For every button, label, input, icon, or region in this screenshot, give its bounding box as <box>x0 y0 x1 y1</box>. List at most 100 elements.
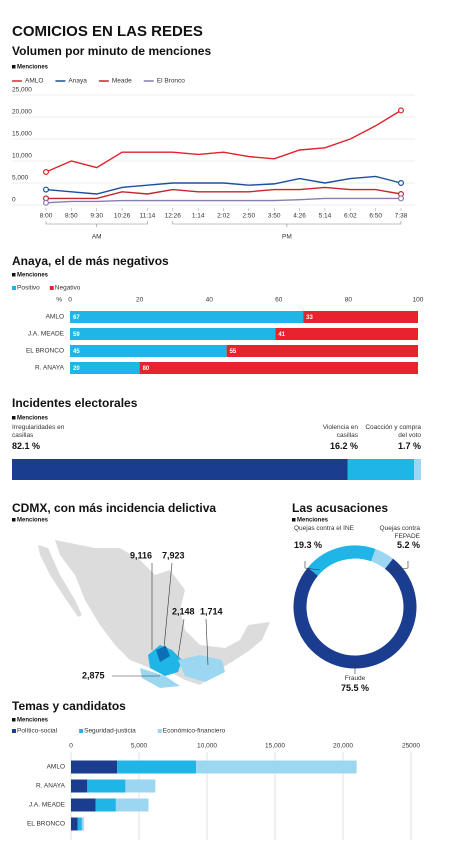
category-label: J.A. MEADE <box>28 331 65 338</box>
donut-segment <box>307 545 376 577</box>
category-label: EL BRONCO <box>27 821 65 828</box>
x-group-label: PM <box>282 234 292 241</box>
x-tick-label: 4:26 <box>293 213 306 220</box>
series-line <box>45 197 401 204</box>
x-tick-label: 15,000 <box>265 743 285 750</box>
series-line <box>45 175 402 195</box>
category-label: R. ANAYA <box>35 365 65 372</box>
segment-label-box: Coacción y compra del voto <box>365 424 421 439</box>
slice-label: Quejas contra FEPADE <box>379 525 420 540</box>
bar-segment <box>77 817 82 831</box>
legend-label: Económico-financiero <box>163 728 226 735</box>
map-shape <box>38 540 270 688</box>
units-label: Menciones <box>17 518 49 524</box>
segment-label: Irregularidades en casillas <box>12 424 65 439</box>
x-tick-label: 2:50 <box>243 213 256 220</box>
endpoint-marker <box>398 180 405 187</box>
category-label: R. ANAYA <box>36 783 66 790</box>
legend-label: AMLO <box>25 78 43 85</box>
bar-segment <box>414 459 421 480</box>
data-label: 67 <box>73 315 80 321</box>
data-label: 41 <box>278 332 285 338</box>
y-tick-label: 5,000 <box>12 175 29 182</box>
bar-segment <box>71 779 88 793</box>
bar-segment <box>81 817 84 831</box>
units-bullet <box>12 273 16 277</box>
x-tick-label: 10,000 <box>197 743 217 750</box>
category-label: AMLO <box>47 764 65 771</box>
x-tick-label: 2:02 <box>217 213 230 220</box>
bar-segment <box>139 362 418 374</box>
bar-segment <box>70 311 304 323</box>
map-value-label: 2,875 <box>82 670 105 680</box>
group-bracket <box>172 221 402 227</box>
bar-segment <box>70 345 227 357</box>
legend-swatch <box>49 286 54 290</box>
bar-segment <box>115 798 149 812</box>
units-bullet <box>12 416 16 420</box>
bar-segment <box>12 459 348 480</box>
y-tick-label: 25,000 <box>12 87 32 94</box>
map-value-label: 7,923 <box>162 550 185 560</box>
x-tick-label: 20 <box>136 297 144 304</box>
chart-title: Volumen por minuto de menciones <box>12 44 211 58</box>
y-tick-label: 15,000 <box>12 131 32 138</box>
bar-segment <box>70 328 276 340</box>
slice-label: Fraude <box>344 675 366 682</box>
x-tick-label: 20,000 <box>333 743 353 750</box>
x-tick-label: 6:02 <box>344 213 357 220</box>
legend-label: Anaya <box>68 78 87 85</box>
x-axis-label: % <box>56 297 62 304</box>
map-value-label: 2,148 <box>172 606 195 616</box>
chart-title: Incidentes electorales <box>12 396 138 410</box>
legend-label: Negativo <box>55 285 81 292</box>
legend-swatch <box>79 729 84 733</box>
x-tick-label: 5:14 <box>319 213 332 220</box>
slice-value: 5.2 % <box>396 540 420 550</box>
x-tick-label: 60 <box>275 297 283 304</box>
map-value-label: 1,714 <box>200 606 223 616</box>
group-bracket <box>45 221 148 227</box>
endpoint-marker <box>398 107 405 114</box>
units-bullet <box>12 718 16 722</box>
bar-segment <box>71 760 118 774</box>
x-group-label: AM <box>92 234 102 241</box>
segment-value: 82.1 % <box>12 441 41 451</box>
x-tick-label: 7:38 <box>395 213 408 220</box>
slice-value-box: 5.2 % <box>396 540 420 550</box>
endpoint-marker <box>42 169 49 176</box>
x-tick-label: 12:26 <box>165 213 182 220</box>
bar-segment <box>117 760 197 774</box>
x-tick-label: 11:14 <box>140 213 156 220</box>
endpoint-marker <box>42 186 49 193</box>
slice-label-box: Quejas contra el INE <box>294 525 354 532</box>
map-title: CDMX, con más incidencia delictiva <box>12 501 216 515</box>
series-line <box>46 186 402 200</box>
bar-segment <box>71 798 96 812</box>
data-label: 59 <box>73 332 80 338</box>
endpoint-marker <box>42 199 49 206</box>
x-tick-label: 1:14 <box>192 213 205 220</box>
legend-swatch <box>12 729 16 733</box>
slice-label: Quejas contra el INE <box>294 525 354 532</box>
data-label: 45 <box>73 349 80 355</box>
slice-value-box: 75.5 % <box>341 683 369 693</box>
chart-title: Anaya, el de más negativos <box>12 254 169 268</box>
donut-segment <box>370 549 394 570</box>
category-label: J.A. MEADE <box>29 802 66 809</box>
bar-segment <box>95 798 116 812</box>
segment-value-box: 82.1 % <box>12 441 41 451</box>
legend-label: Meade <box>112 78 132 85</box>
units-bullet <box>292 518 296 522</box>
units-bullet <box>12 518 16 522</box>
legend-label: Seguridad-justicia <box>84 728 136 735</box>
x-tick-label: 8:00 <box>40 213 53 220</box>
x-tick-label: 5,000 <box>131 743 148 750</box>
series-line <box>45 109 402 173</box>
bar-segment <box>347 459 415 480</box>
y-tick-label: 0 <box>12 197 16 204</box>
units-label: Menciones <box>17 65 49 71</box>
data-label: 33 <box>306 315 313 321</box>
